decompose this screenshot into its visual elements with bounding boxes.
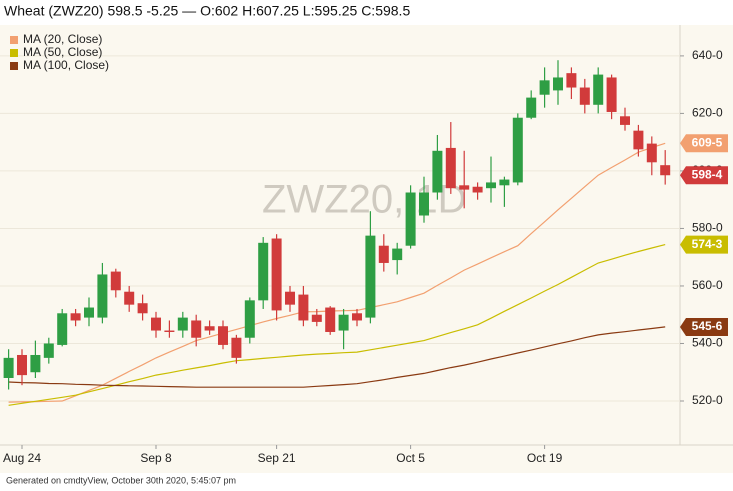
legend-label: MA (20, Close) [23, 32, 102, 46]
candle-body [445, 147, 456, 189]
candle-body [244, 300, 255, 338]
candle-body [325, 307, 336, 332]
y-tick-label: 580-0 [692, 221, 723, 235]
candle-body [311, 314, 322, 322]
price-tag [680, 235, 728, 254]
candle-body [579, 87, 590, 105]
candle-body [486, 182, 496, 189]
candle-body [151, 317, 161, 331]
price-tag [680, 317, 728, 336]
price-tag-label: 574-3 [692, 237, 723, 251]
candle-body [392, 248, 403, 261]
candle-body [660, 165, 671, 176]
ma-line [8, 142, 666, 403]
candle-body [177, 317, 188, 331]
ma-line [8, 244, 666, 406]
candle-body [84, 307, 94, 318]
candle-body [620, 116, 630, 125]
footer: Generated on cmdtyView, October 30th 202… [6, 475, 236, 485]
candle-body [110, 271, 121, 291]
candle-body [258, 242, 269, 301]
candle-body [43, 343, 54, 358]
y-tick-label: 540-0 [692, 336, 723, 350]
price-tag-label: 609-5 [692, 135, 723, 149]
candle-body [231, 337, 242, 358]
candle-body [606, 77, 617, 112]
candle-body [124, 291, 135, 305]
candle-body [405, 192, 416, 246]
legend-label: MA (100, Close) [23, 58, 109, 72]
price-tag [680, 134, 728, 153]
x-tick-label: Oct 19 [527, 451, 563, 465]
candle-body [419, 192, 429, 216]
candle-body [191, 320, 202, 338]
y-tick-label: 560-0 [692, 278, 723, 292]
candle-body [472, 186, 483, 193]
x-tick-label: Sep 8 [140, 451, 172, 465]
x-tick-label: Aug 24 [3, 451, 41, 465]
chart-title: Wheat (ZWZ20) 598.5 -5.25 — O:602 H:607.… [4, 3, 410, 19]
candle-body [164, 330, 175, 332]
candle-body [512, 117, 523, 183]
candle-body [566, 73, 577, 88]
y-tick-label: 520-0 [692, 393, 723, 407]
candle-body [378, 245, 389, 263]
candle-body [17, 354, 27, 376]
ma-line [8, 326, 666, 388]
candle-body [204, 326, 215, 331]
candle-body [432, 150, 443, 193]
candle-body [633, 130, 644, 150]
y-tick-label: 640-0 [692, 48, 723, 62]
candle-body [70, 313, 81, 321]
legend-swatch [10, 36, 18, 44]
candle-body [499, 179, 510, 186]
candle-body [365, 235, 376, 318]
candle-body [553, 77, 563, 91]
legend-label: MA (50, Close) [23, 45, 102, 59]
candle-body [30, 354, 41, 373]
candle-body [285, 291, 295, 305]
price-tag-label: 545-6 [692, 319, 723, 333]
candle-body [97, 274, 108, 318]
x-tick-label: Oct 5 [396, 451, 425, 465]
candle-body [3, 357, 14, 378]
legend-swatch [10, 49, 18, 57]
price-tag [680, 166, 728, 185]
candle-body [218, 326, 228, 345]
candle-body [137, 303, 148, 314]
candle-body [459, 185, 470, 190]
candle-body [57, 313, 68, 345]
candle-body [526, 97, 537, 118]
x-tick-label: Sep 21 [258, 451, 296, 465]
candle-body [539, 80, 550, 95]
candle-body [646, 143, 657, 163]
price-tag-label: 598-4 [692, 167, 723, 181]
candle-body [352, 313, 362, 321]
y-tick-label: 620-0 [692, 106, 723, 120]
legend-swatch [10, 62, 18, 70]
candle-body [338, 314, 349, 331]
candle-body [271, 238, 282, 311]
candle-body [593, 74, 604, 105]
candle-body [298, 294, 309, 321]
